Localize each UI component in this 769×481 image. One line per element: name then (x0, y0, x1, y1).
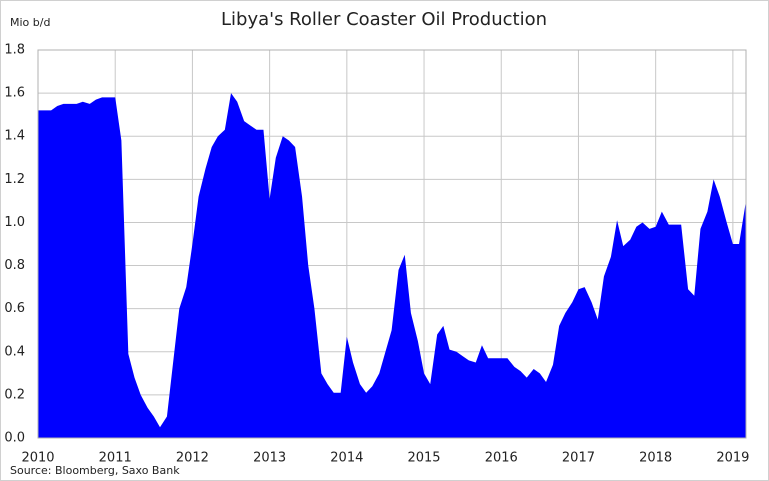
x-tick-label: 2011 (99, 451, 132, 466)
area (38, 93, 746, 439)
source-note: Source: Bloomberg, Saxo Bank (10, 464, 180, 477)
x-tick-label: 2017 (562, 451, 595, 466)
y-tick-label: 0.0 (4, 431, 25, 446)
y-tick-label: 1.4 (4, 129, 25, 144)
x-tick-label: 2018 (639, 451, 672, 466)
x-tick-label: 2010 (21, 451, 54, 466)
y-tick-label: 1.2 (4, 172, 25, 187)
y-tick-label: 1.8 (4, 43, 25, 58)
x-tick-label: 2012 (176, 451, 209, 466)
y-tick-label: 0.6 (4, 301, 25, 316)
x-tick-label: 2015 (407, 451, 440, 466)
x-tick-label: 2013 (253, 451, 286, 466)
chart-title: Libya's Roller Coaster Oil Production (221, 9, 547, 30)
x-tick-label: 2019 (716, 451, 749, 466)
x-tick-label: 2016 (485, 451, 518, 466)
y-tick-label: 0.8 (4, 258, 25, 273)
y-tick-label: 0.4 (4, 344, 25, 359)
y-tick-label: 1.6 (4, 86, 25, 101)
y-tick-label: 1.0 (4, 215, 25, 230)
y-axis-label: Mio b/d (10, 16, 50, 29)
plot-border (37, 49, 747, 439)
y-tick-label: 0.2 (4, 387, 25, 402)
x-tick-label: 2014 (330, 451, 363, 466)
